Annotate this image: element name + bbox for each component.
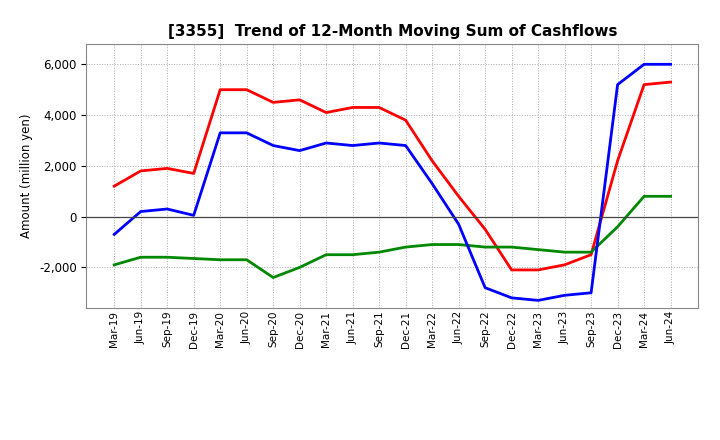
Operating Cashflow: [295, 97, 304, 103]
Operating Cashflow: [666, 80, 675, 85]
Free Cashflow: [613, 82, 622, 87]
Operating Cashflow: [110, 183, 119, 189]
Operating Cashflow: [587, 252, 595, 257]
Free Cashflow: [322, 140, 330, 146]
Investing Cashflow: [110, 262, 119, 268]
Operating Cashflow: [640, 82, 649, 87]
Free Cashflow: [295, 148, 304, 153]
Free Cashflow: [534, 298, 542, 303]
Investing Cashflow: [136, 255, 145, 260]
Investing Cashflow: [401, 245, 410, 250]
Free Cashflow: [401, 143, 410, 148]
Free Cashflow: [243, 130, 251, 136]
Free Cashflow: [454, 222, 463, 227]
Y-axis label: Amount (million yen): Amount (million yen): [20, 114, 33, 238]
Line: Investing Cashflow: Investing Cashflow: [114, 196, 670, 278]
Free Cashflow: [560, 293, 569, 298]
Line: Free Cashflow: Free Cashflow: [114, 64, 670, 301]
Free Cashflow: [481, 285, 490, 290]
Title: [3355]  Trend of 12-Month Moving Sum of Cashflows: [3355] Trend of 12-Month Moving Sum of C…: [168, 24, 617, 39]
Operating Cashflow: [189, 171, 198, 176]
Operating Cashflow: [136, 168, 145, 173]
Free Cashflow: [375, 140, 384, 146]
Investing Cashflow: [508, 245, 516, 250]
Operating Cashflow: [163, 166, 171, 171]
Investing Cashflow: [269, 275, 277, 280]
Investing Cashflow: [613, 224, 622, 229]
Free Cashflow: [269, 143, 277, 148]
Investing Cashflow: [454, 242, 463, 247]
Free Cashflow: [508, 295, 516, 301]
Investing Cashflow: [481, 245, 490, 250]
Operating Cashflow: [322, 110, 330, 115]
Free Cashflow: [110, 232, 119, 237]
Free Cashflow: [640, 62, 649, 67]
Operating Cashflow: [560, 262, 569, 268]
Operating Cashflow: [269, 100, 277, 105]
Operating Cashflow: [243, 87, 251, 92]
Operating Cashflow: [375, 105, 384, 110]
Free Cashflow: [428, 181, 436, 186]
Operating Cashflow: [216, 87, 225, 92]
Investing Cashflow: [189, 256, 198, 261]
Free Cashflow: [216, 130, 225, 136]
Operating Cashflow: [428, 158, 436, 163]
Investing Cashflow: [243, 257, 251, 262]
Investing Cashflow: [640, 194, 649, 199]
Investing Cashflow: [295, 265, 304, 270]
Operating Cashflow: [613, 158, 622, 163]
Investing Cashflow: [666, 194, 675, 199]
Operating Cashflow: [534, 267, 542, 272]
Free Cashflow: [163, 206, 171, 212]
Free Cashflow: [666, 62, 675, 67]
Investing Cashflow: [348, 252, 357, 257]
Investing Cashflow: [534, 247, 542, 252]
Operating Cashflow: [481, 227, 490, 232]
Investing Cashflow: [322, 252, 330, 257]
Investing Cashflow: [587, 249, 595, 255]
Investing Cashflow: [428, 242, 436, 247]
Operating Cashflow: [454, 194, 463, 199]
Operating Cashflow: [508, 267, 516, 272]
Investing Cashflow: [216, 257, 225, 262]
Free Cashflow: [136, 209, 145, 214]
Investing Cashflow: [560, 249, 569, 255]
Line: Operating Cashflow: Operating Cashflow: [114, 82, 670, 270]
Operating Cashflow: [401, 117, 410, 123]
Free Cashflow: [348, 143, 357, 148]
Free Cashflow: [587, 290, 595, 295]
Investing Cashflow: [375, 249, 384, 255]
Free Cashflow: [189, 213, 198, 218]
Operating Cashflow: [348, 105, 357, 110]
Investing Cashflow: [163, 255, 171, 260]
